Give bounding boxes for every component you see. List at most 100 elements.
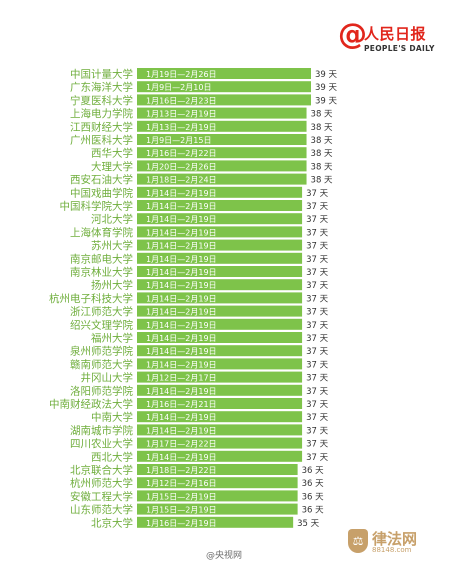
value-label: 37 天	[306, 308, 329, 318]
site-watermark-logo: ⚖ 律法网 88148.com	[346, 528, 442, 560]
bar	[137, 305, 303, 317]
date-range-label: 1月16日—2月21日	[146, 400, 217, 409]
bar	[137, 477, 298, 489]
category-label: 绍兴文理学院	[70, 318, 133, 331]
logo-name-en: PEOPLE'S DAILY	[364, 44, 435, 53]
bar	[137, 186, 303, 198]
date-range-label: 1月14日—2月19日	[146, 215, 217, 224]
category-label: 泉州师范学院	[70, 345, 133, 358]
value-label: 36 天	[302, 466, 325, 476]
date-range-label: 1月14日—2月19日	[146, 281, 217, 290]
category-label: 井冈山大学	[81, 371, 134, 384]
bar	[137, 464, 298, 475]
value-label: 37 天	[306, 268, 329, 278]
date-range-label: 1月14日—2月19日	[146, 347, 217, 356]
category-label: 中南财经政法大学	[49, 398, 133, 411]
date-range-label: 1月12日—2月17日	[146, 374, 217, 383]
date-range-label: 1月18日—2月24日	[146, 176, 217, 185]
category-label: 上海体育学院	[70, 226, 133, 239]
value-label: 37 天	[306, 334, 329, 344]
value-label: 37 天	[306, 413, 329, 423]
value-label: 39 天	[315, 83, 338, 93]
value-label: 38 天	[311, 123, 334, 133]
category-label: 苏州大学	[91, 239, 133, 252]
bar	[137, 358, 303, 370]
bar	[137, 450, 303, 462]
date-range-label: 1月14日—2月19日	[146, 321, 217, 330]
date-range-label: 1月9日—2月10日	[146, 83, 211, 92]
date-range-label: 1月14日—2月19日	[146, 453, 217, 462]
category-label: 西北大学	[91, 450, 133, 463]
bar	[137, 120, 307, 132]
date-range-label: 1月16日—2月22日	[146, 149, 217, 158]
category-label: 西华大学	[91, 147, 133, 160]
value-label: 39 天	[315, 70, 338, 80]
bar	[137, 437, 303, 449]
value-label: 37 天	[306, 347, 329, 357]
category-label: 安徽工程大学	[70, 490, 133, 503]
bar	[137, 318, 303, 330]
bar	[137, 266, 303, 277]
site-watermark-name: 律法网	[372, 530, 418, 548]
category-label: 杭州师范大学	[70, 477, 133, 490]
date-range-label: 1月19日—2月26日	[146, 70, 217, 79]
bar	[137, 252, 303, 264]
value-label: 37 天	[306, 360, 329, 370]
date-range-label: 1月13日—2月19日	[146, 123, 217, 132]
category-label: 中国戏曲学院	[70, 186, 133, 199]
bar	[137, 279, 303, 291]
value-label: 37 天	[306, 294, 329, 304]
value-label: 37 天	[306, 215, 329, 225]
date-range-label: 1月13日—2月19日	[146, 110, 217, 119]
date-range-label: 1月14日—2月19日	[146, 242, 217, 251]
value-label: 37 天	[306, 374, 329, 384]
category-label: 上海电力学院	[70, 107, 133, 120]
date-range-label: 1月14日—2月19日	[146, 255, 217, 264]
bar	[137, 398, 303, 409]
category-label: 北京大学	[91, 516, 133, 529]
bar	[137, 226, 303, 238]
bar	[137, 239, 303, 251]
value-label: 36 天	[302, 479, 325, 489]
category-label: 南京邮电大学	[70, 252, 133, 265]
date-range-label: 1月14日—2月19日	[146, 294, 217, 303]
date-range-label: 1月14日—2月19日	[146, 308, 217, 317]
value-label: 38 天	[311, 136, 334, 146]
value-label: 37 天	[306, 387, 329, 397]
bar	[137, 94, 311, 106]
category-label: 中国计量大学	[70, 68, 133, 81]
bar	[137, 213, 303, 225]
date-range-label: 1月14日—2月19日	[146, 413, 217, 422]
category-label: 江西财经大学	[70, 120, 133, 133]
date-range-label: 1月14日—2月19日	[146, 228, 217, 237]
bar	[137, 384, 303, 396]
value-label: 38 天	[311, 176, 334, 186]
date-range-label: 1月17日—2月22日	[146, 440, 217, 449]
bar	[137, 424, 303, 436]
value-label: 37 天	[306, 281, 329, 291]
bar	[137, 516, 294, 528]
date-range-label: 1月16日—2月23日	[146, 96, 217, 105]
value-label: 38 天	[311, 162, 334, 172]
date-range-label: 1月14日—2月19日	[146, 360, 217, 369]
bar	[137, 160, 307, 172]
date-range-label: 1月14日—2月19日	[146, 334, 217, 343]
bar	[137, 292, 303, 304]
date-range-label: 1月14日—2月19日	[146, 268, 217, 277]
value-label: 38 天	[311, 110, 334, 120]
site-watermark-domain: 88148.com	[372, 546, 412, 554]
value-label: 36 天	[302, 506, 325, 516]
category-label: 福州大学	[91, 332, 133, 345]
bar	[137, 200, 303, 211]
category-label: 中国科学院大学	[60, 200, 134, 213]
value-label: 36 天	[302, 492, 325, 502]
bar	[137, 107, 307, 119]
category-label: 中南大学	[91, 411, 133, 424]
category-label: 西安石油大学	[70, 173, 133, 186]
category-label: 宁夏医科大学	[70, 94, 133, 107]
date-range-label: 1月15日—2月19日	[146, 492, 217, 501]
value-label: 39 天	[315, 96, 338, 106]
bar	[137, 345, 303, 357]
bar	[137, 411, 303, 423]
bar	[137, 371, 303, 383]
